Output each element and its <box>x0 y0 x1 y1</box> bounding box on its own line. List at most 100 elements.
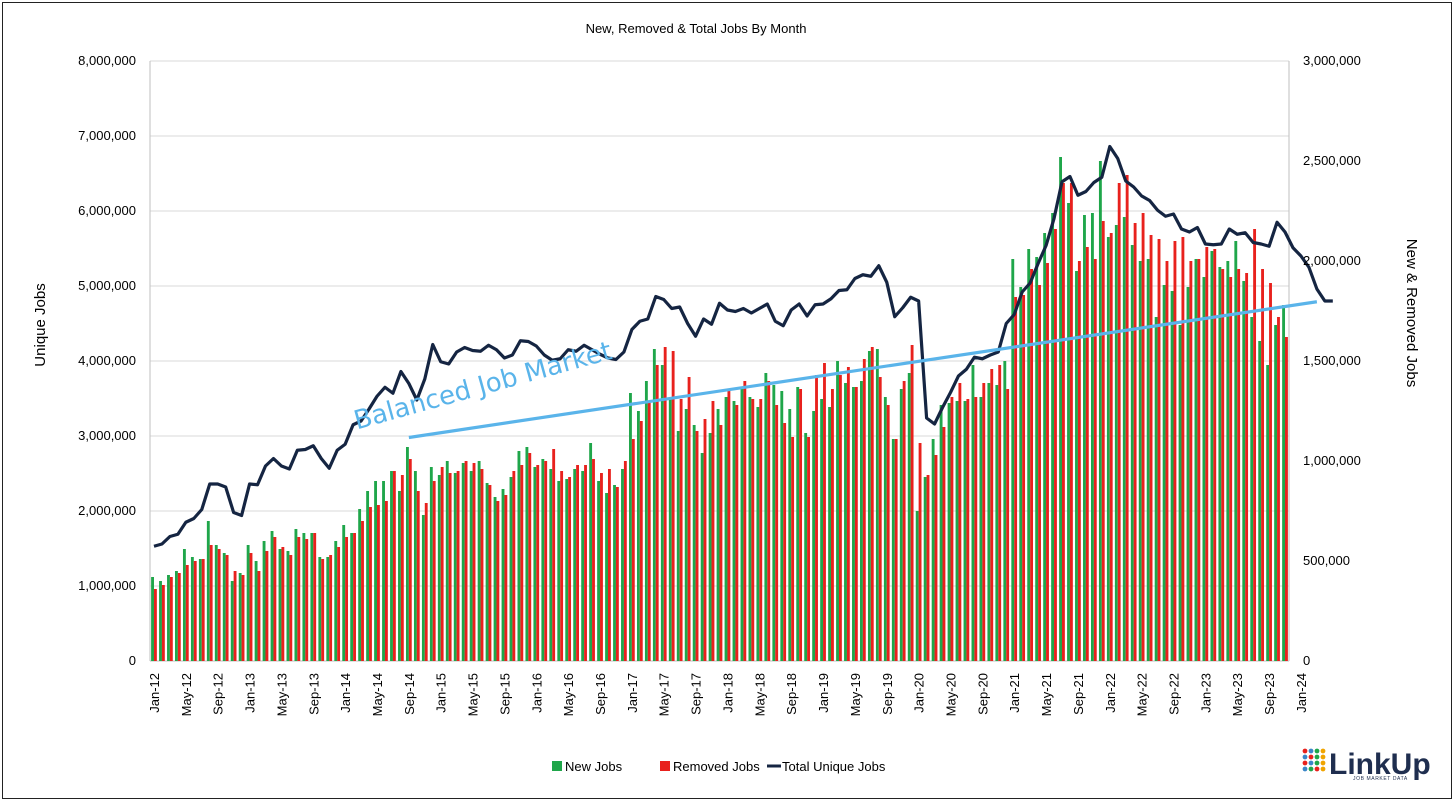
new-jobs-bar <box>1130 245 1134 661</box>
removed-jobs-bar <box>337 547 341 661</box>
x-tick-label: May-22 <box>1135 673 1150 716</box>
removed-jobs-bar <box>257 571 261 661</box>
new-jobs-bar <box>915 511 919 661</box>
new-jobs-bar <box>573 469 577 661</box>
left-axis-title: Unique Jobs <box>32 283 49 366</box>
x-tick-label: Jan-21 <box>1007 673 1022 713</box>
removed-jobs-bar <box>321 559 325 661</box>
removed-jobs-bar <box>902 381 906 661</box>
new-jobs-bar <box>836 361 839 661</box>
removed-jobs-bar <box>305 539 309 661</box>
removed-jobs-bar <box>1165 261 1169 661</box>
removed-jobs-bar <box>528 453 532 661</box>
x-tick-label: May-23 <box>1230 673 1245 716</box>
removed-jobs-bar <box>998 365 1002 661</box>
removed-jobs-bar <box>950 397 954 661</box>
line-series <box>153 144 1333 548</box>
removed-jobs-bar <box>377 505 380 661</box>
new-jobs-bar <box>1122 217 1126 661</box>
new-jobs-bar <box>867 351 871 661</box>
new-jobs-bar <box>342 525 346 661</box>
x-tick-label: Sep-14 <box>402 673 417 715</box>
removed-jobs-bar <box>862 359 866 661</box>
removed-jobs-bar <box>1093 259 1097 661</box>
new-jobs-bar <box>1051 213 1055 661</box>
new-jobs-bar <box>740 389 744 661</box>
new-jobs-bar <box>788 409 792 661</box>
new-jobs-bar <box>1019 287 1023 661</box>
new-jobs-bar <box>732 401 736 661</box>
logo-dot <box>1320 760 1326 766</box>
removed-jobs-bar <box>424 503 428 661</box>
new-jobs-bar <box>1250 317 1254 661</box>
new-jobs-bar <box>1098 161 1102 661</box>
new-jobs-bar <box>214 545 218 661</box>
new-jobs-bar <box>724 397 728 661</box>
x-tick-label: May-14 <box>370 673 385 716</box>
removed-jobs-bar <box>1269 283 1272 661</box>
removed-jobs-bar <box>209 545 213 661</box>
new-jobs-bar <box>493 497 497 661</box>
new-jobs-bar <box>756 407 760 661</box>
new-jobs-bar <box>1234 241 1238 661</box>
left-tick-label: 3,000,000 <box>78 428 136 443</box>
removed-jobs-bar <box>663 347 667 661</box>
new-jobs-bar <box>660 365 664 661</box>
new-jobs-bar <box>979 397 983 661</box>
removed-jobs-bar <box>440 467 444 661</box>
new-jobs-bar <box>175 571 178 661</box>
removed-jobs-bar <box>217 549 221 661</box>
new-jobs-bar <box>469 471 473 661</box>
new-jobs-bar <box>1282 305 1286 661</box>
removed-jobs-bar <box>432 481 436 661</box>
removed-jobs-bar <box>1038 285 1041 661</box>
removed-jobs-bar <box>1109 233 1113 661</box>
new-jobs-bar <box>477 461 481 661</box>
x-tick-label: Sep-22 <box>1167 673 1182 715</box>
new-jobs-bar <box>581 471 585 661</box>
removed-jobs-bar <box>552 449 556 661</box>
new-jobs-bar <box>461 463 465 661</box>
new-jobs-bar <box>525 447 529 661</box>
x-tick-label: Jan-18 <box>720 673 735 713</box>
new-jobs-bar <box>955 401 959 661</box>
removed-jobs-bar <box>177 573 181 661</box>
x-tick-label: May-21 <box>1039 673 1054 716</box>
new-jobs-bar <box>437 475 441 661</box>
removed-jobs-bar <box>1197 259 1201 661</box>
new-jobs-bar <box>605 493 608 661</box>
new-jobs-bar <box>1146 259 1150 661</box>
removed-jobs-bar <box>153 589 157 661</box>
removed-jobs-bar <box>241 575 245 661</box>
x-tick-label: Jan-12 <box>147 673 162 713</box>
new-jobs-bar <box>398 491 401 661</box>
logo-dot <box>1314 766 1320 772</box>
x-tick-label: Jan-24 <box>1294 673 1309 713</box>
removed-jobs-bar <box>1285 337 1288 661</box>
new-jobs-bar <box>222 553 226 661</box>
logo-dot <box>1302 766 1308 772</box>
new-jobs-bar <box>820 399 824 661</box>
removed-jobs-bar <box>249 553 253 661</box>
removed-jobs-bar <box>504 495 508 661</box>
new-jobs-bar <box>374 481 378 661</box>
logo-dot <box>1314 760 1320 766</box>
new-jobs-bar <box>652 349 656 661</box>
new-jobs-bar <box>206 521 210 661</box>
removed-jobs-bar <box>1245 273 1249 661</box>
removed-jobs-bar <box>751 399 755 661</box>
removed-jobs-bar <box>289 555 293 661</box>
removed-jobs-bar <box>1149 235 1153 661</box>
removed-jobs-bar <box>607 469 611 661</box>
removed-jobs-bar <box>974 397 978 661</box>
new-jobs-bar <box>541 459 545 661</box>
new-jobs-bar <box>1170 291 1174 661</box>
new-jobs-bar <box>676 431 680 661</box>
removed-jobs-bar <box>1141 213 1145 661</box>
logo-dot <box>1314 754 1320 760</box>
new-jobs-bar <box>270 531 274 661</box>
new-jobs-bar <box>429 467 433 661</box>
logo-tagline: JOB MARKET DATA <box>1353 776 1408 782</box>
removed-jobs-bar <box>369 507 372 661</box>
new-jobs-bar <box>589 443 593 661</box>
